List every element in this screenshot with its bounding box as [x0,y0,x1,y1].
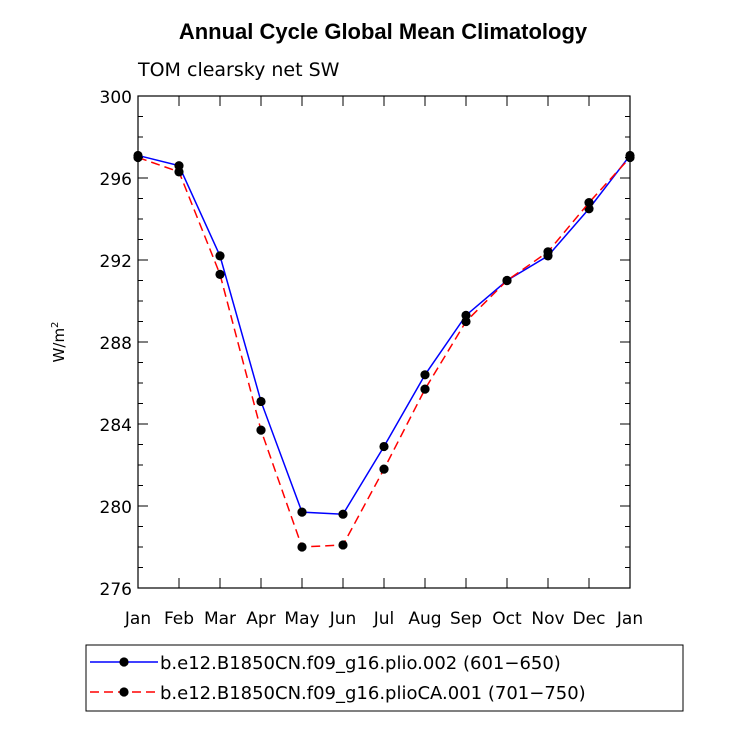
series-1-point [297,507,307,517]
y-axis-label-superscript: 2 [50,322,61,328]
y-axis-label: W/m2 [50,322,68,363]
y-tick-label: 280 [100,498,132,518]
x-tick-label: Dec [573,609,606,629]
legend-box [85,644,684,712]
series-1-point [256,396,266,407]
x-tick-label: Nov [531,609,564,629]
chart-subtitle: TOM clearsky net SW [137,59,340,81]
y-tick-label: 288 [100,334,132,354]
series-2-point [625,152,635,163]
x-tick-label: May [284,609,319,629]
series-1-point [379,441,389,452]
series-2-point [338,540,348,550]
x-tick-label: Jun [329,609,357,629]
series-2-point [543,247,553,257]
y-axis-label-text: W/m [50,328,68,363]
plot-area: 276 280 284 288 292 296 300 Jan Feb Mar Apr May Jun J… [100,88,644,629]
series-1-point [338,509,348,519]
series-1-point [215,251,225,261]
series-2-point [502,275,512,286]
plot-frame [137,95,631,589]
x-tick-label: Jan [124,609,151,629]
series-2-point [133,152,143,163]
legend-label-1: b.e12.B1850CN.f09_g16.plio.002 (601−650) [160,653,561,674]
series-2-point [420,384,430,394]
chart-title: Annual Cycle Global Mean Climatology [179,19,588,44]
legend-marker-1 [119,657,129,667]
legend-marker-2 [119,687,129,697]
x-tick-label: Oct [492,609,522,629]
y-tick-label: 300 [100,88,132,108]
series-2-point [174,167,184,177]
series-line-1 [137,154,631,515]
series-1-point [420,370,430,380]
x-tick-label: Mar [204,609,236,629]
x-tick-label: Feb [164,609,194,629]
y-tick-label: 296 [100,170,132,190]
x-tick-label: Apr [246,609,275,629]
y-tick-label: 292 [100,252,132,272]
x-tick-label: Jul [373,609,395,629]
series-2-point [297,542,307,552]
series-2-point [215,269,225,279]
series-2-point [461,316,471,327]
series-line-2 [137,156,631,548]
legend-label-2: b.e12.B1850CN.f09_g16.plioCA.001 (701−75… [160,683,586,704]
series-2-point [379,464,389,474]
y-tick-label: 284 [100,416,132,436]
y-tick-label: 276 [100,580,132,600]
x-tick-label: Aug [408,609,441,629]
x-tick-label: Sep [450,609,482,629]
x-tick-label: Jan [616,609,643,629]
series-2-point [256,425,266,435]
legend: b.e12.B1850CN.f09_g16.plio.002 (601−650)… [85,644,684,712]
series-2-point [584,198,594,208]
